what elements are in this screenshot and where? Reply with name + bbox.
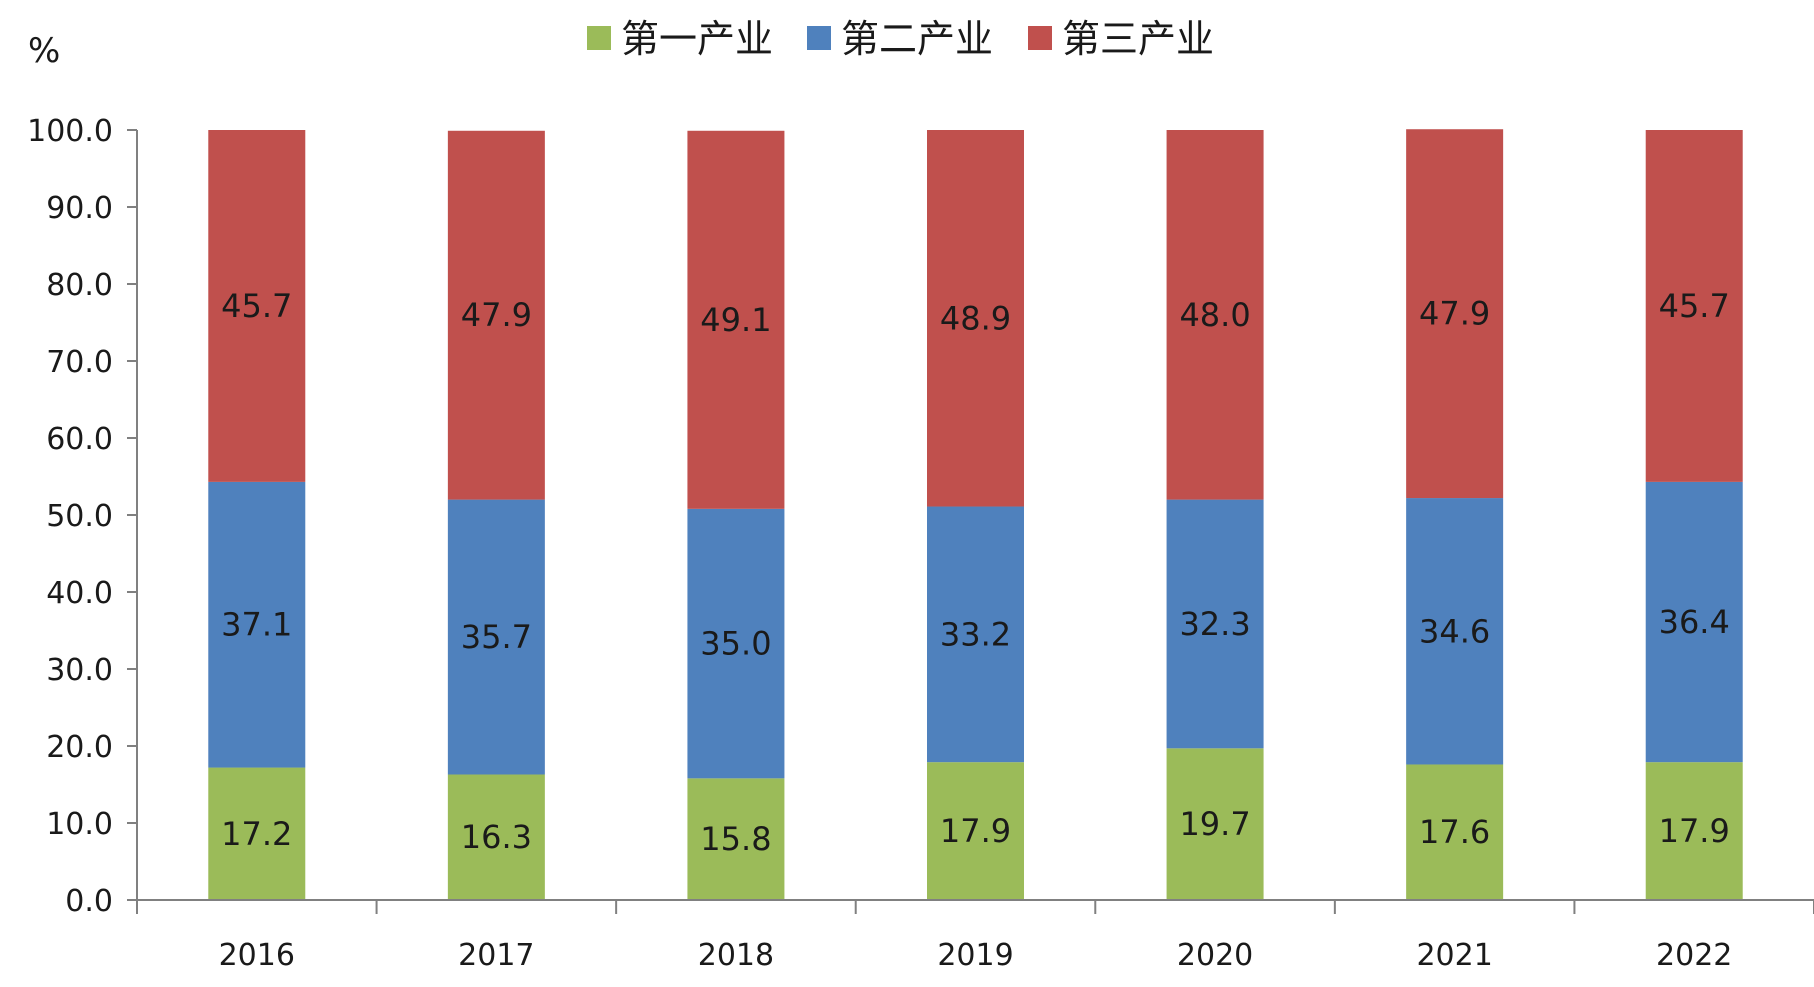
bar-2017-series-1 <box>447 774 545 900</box>
x-tick-label: 2017 <box>458 938 534 973</box>
data-label-2021-series-2: 34.6 <box>1419 612 1490 650</box>
data-label-2021-series-1: 17.6 <box>1419 813 1490 851</box>
bar-2018-series-2 <box>687 508 785 779</box>
legend: 第一产业 第二产业 第三产业 <box>587 17 1214 61</box>
y-tick-label: 100.0 <box>27 114 113 149</box>
y-tick-label: 90.0 <box>46 191 113 226</box>
x-tick-label: 2022 <box>1656 938 1732 973</box>
data-label-2019-series-2: 33.2 <box>940 615 1011 653</box>
bar-2020-series-3 <box>1166 130 1264 500</box>
bar-2020-series-1 <box>1166 748 1264 900</box>
y-tick-label: 10.0 <box>46 807 113 842</box>
data-label-2017-series-3: 47.9 <box>461 296 532 334</box>
x-tick-label: 2019 <box>937 938 1013 973</box>
bar-2022-series-2 <box>1645 481 1743 763</box>
x-tick-label: 2018 <box>698 938 774 973</box>
data-label-2019-series-3: 48.9 <box>940 299 1011 337</box>
bar-2019-series-2 <box>927 506 1024 763</box>
data-label-2022-series-2: 36.4 <box>1659 603 1730 641</box>
data-label-2018-series-1: 15.8 <box>700 820 771 858</box>
y-tick-label: 80.0 <box>46 268 113 303</box>
bar-2022-series-3 <box>1645 130 1743 482</box>
data-label-2020-series-3: 48.0 <box>1179 296 1250 334</box>
y-tick-label: 40.0 <box>46 576 113 611</box>
data-label-2016-series-3: 45.7 <box>221 287 292 325</box>
legend-swatch-3 <box>1028 26 1052 50</box>
bar-2016-series-1 <box>208 767 306 900</box>
bar-2021-series-2 <box>1406 498 1504 765</box>
axes-group: 0.0 10.0 20.0 30.0 40.0 50.0 60.0 70.0 80.0 90.0 1… <box>27 114 1814 973</box>
data-label-2020-series-2: 32.3 <box>1179 605 1250 643</box>
y-tick-label: 50.0 <box>46 499 113 534</box>
y-axis-unit-label: % <box>28 31 60 71</box>
bar-2022-series-1 <box>1645 762 1743 900</box>
bar-2021-series-1 <box>1406 764 1504 900</box>
bar-2018-series-1 <box>687 778 785 900</box>
data-label-2016-series-1: 17.2 <box>221 815 292 853</box>
data-label-2022-series-3: 45.7 <box>1659 287 1730 325</box>
data-label-2022-series-1: 17.9 <box>1659 812 1730 850</box>
legend-label-2: 第二产业 <box>841 17 993 61</box>
bar-2021-series-3 <box>1406 129 1504 499</box>
x-tick-label: 2021 <box>1416 938 1492 973</box>
bar-2019-series-1 <box>927 762 1024 900</box>
legend-label-1: 第一产业 <box>621 17 773 61</box>
bar-2020-series-2 <box>1166 499 1264 749</box>
data-label-2021-series-3: 47.9 <box>1419 295 1490 333</box>
x-tick-label: 2016 <box>219 938 295 973</box>
data-label-2017-series-1: 16.3 <box>461 818 532 856</box>
y-tick-label: 30.0 <box>46 653 113 688</box>
bar-2016-series-3 <box>208 130 306 482</box>
data-label-2019-series-1: 17.9 <box>940 812 1011 850</box>
bar-2017-series-3 <box>447 130 545 500</box>
data-label-2020-series-1: 19.7 <box>1179 805 1250 843</box>
data-label-2018-series-2: 35.0 <box>700 625 771 663</box>
bars-group: 17.2 37.1 45.7 16.3 35.7 47.9 15.8 35.0 49.1 17.9… <box>208 129 1743 900</box>
legend-swatch-2 <box>807 26 831 50</box>
x-tick-label: 2020 <box>1177 938 1253 973</box>
legend-label-3: 第三产业 <box>1062 17 1214 61</box>
bar-2019-series-3 <box>927 130 1024 507</box>
data-label-2017-series-2: 35.7 <box>461 618 532 656</box>
bar-2017-series-2 <box>447 499 545 775</box>
y-tick-label: 60.0 <box>46 422 113 457</box>
bar-2016-series-2 <box>208 481 306 768</box>
y-tick-label: 20.0 <box>46 730 113 765</box>
bar-2018-series-3 <box>687 130 785 509</box>
y-tick-label: 0.0 <box>65 884 113 919</box>
data-label-2018-series-3: 49.1 <box>700 301 771 339</box>
legend-swatch-1 <box>587 26 611 50</box>
y-tick-label: 70.0 <box>46 345 113 380</box>
data-label-2016-series-2: 37.1 <box>221 606 292 644</box>
